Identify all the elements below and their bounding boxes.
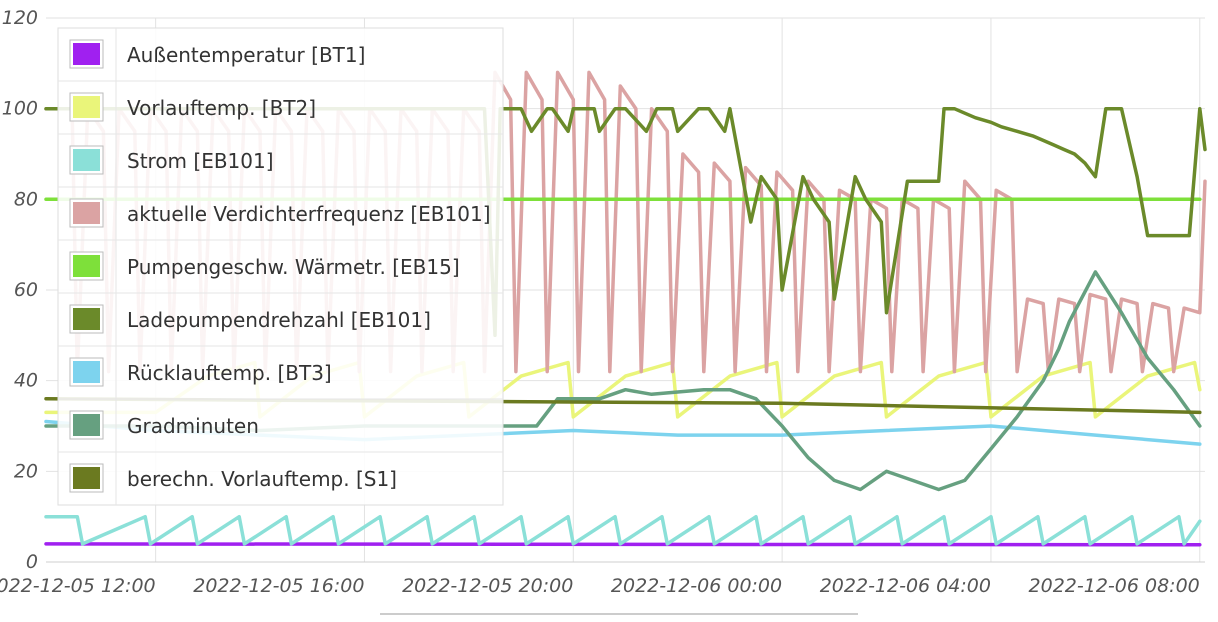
legend-label: Rücklauftemp. [BT3]	[127, 361, 332, 385]
legend-label: Gradminuten	[127, 414, 259, 438]
legend[interactable]: Außentemperatur [BT1] Vorlauftemp. [BT2] S…	[57, 27, 504, 506]
legend-box	[57, 27, 504, 506]
legend-swatch	[73, 361, 100, 383]
series-line-5	[44, 106, 1207, 338]
y-tick-label: 0	[26, 551, 38, 573]
legend-swatch	[73, 149, 100, 171]
legend-item[interactable]: Pumpengeschw. Wärmetr. [EB15]	[58, 239, 503, 281]
series-lines	[44, 70, 1207, 547]
y-tick-label: 40	[14, 370, 38, 392]
legend-swatch	[73, 96, 100, 118]
legend-label: berechn. Vorlauftemp. [S1]	[127, 467, 397, 491]
y-tick-label: 120	[2, 7, 38, 29]
legend-swatch	[73, 255, 100, 277]
y-tick-label: 60	[14, 279, 38, 301]
x-tick-label: 2022-12-06 00:00	[611, 575, 782, 597]
x-tick-label: 2022-12-06 08:00	[1029, 575, 1200, 597]
series-line-7	[44, 270, 1202, 492]
legend-item[interactable]: Strom [EB101]	[58, 133, 503, 175]
y-tick-label: 80	[14, 188, 38, 210]
axes: 0 20 40 60 80 100 120 2022-12-05 12:00 2022-12-0…	[0, 7, 1205, 615]
legend-label: Pumpengeschw. Wärmetr. [EB15]	[127, 255, 460, 279]
series-line-2	[44, 514, 1202, 546]
y-tick-label: 20	[14, 460, 38, 482]
legend-swatch	[73, 414, 100, 436]
legend-label: aktuelle Verdichterfrequenz [EB101]	[127, 202, 491, 226]
legend-label: Strom [EB101]	[127, 149, 274, 173]
legend-label: Ladepumpendrehzahl [EB101]	[127, 308, 431, 332]
legend-swatch	[73, 308, 100, 330]
legend-swatch	[73, 467, 100, 489]
y-tick-label: 100	[2, 98, 38, 120]
x-tick-label: 2022-12-05 12:00	[0, 575, 156, 597]
legend-label: Außentemperatur [BT1]	[127, 43, 365, 67]
legend-item[interactable]: Außentemperatur [BT1]	[69, 39, 365, 69]
legend-swatch	[73, 202, 100, 224]
series-line-0	[44, 542, 1202, 547]
legend-item[interactable]: Rücklauftemp. [BT3]	[58, 345, 503, 387]
legend-item[interactable]: Gradminuten	[58, 398, 503, 440]
legend-item[interactable]: Ladepumpendrehzahl [EB101]	[58, 292, 503, 334]
x-tick-label: 2022-12-05 20:00	[402, 575, 573, 597]
legend-item[interactable]: berechn. Vorlauftemp. [S1]	[58, 451, 503, 493]
legend-swatch	[73, 43, 100, 65]
legend-label: Vorlauftemp. [BT2]	[127, 96, 316, 120]
legend-item[interactable]: Vorlauftemp. [BT2]	[58, 80, 503, 122]
x-tick-label: 2022-12-05 16:00	[193, 575, 364, 597]
legend-item[interactable]: aktuelle Verdichterfrequenz [EB101]	[58, 186, 503, 228]
x-tick-label: 2022-12-06 04:00	[820, 575, 991, 597]
